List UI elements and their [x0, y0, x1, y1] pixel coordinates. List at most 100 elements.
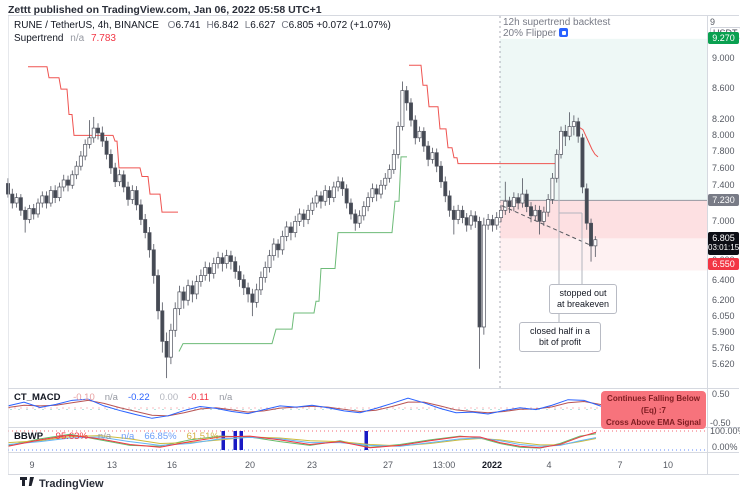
pane-divider-timeaxis — [8, 452, 739, 453]
time-tick: 7 — [617, 460, 623, 470]
lock-icon — [559, 28, 569, 37]
up-candle — [541, 211, 546, 222]
up-candle — [533, 209, 538, 217]
macd-axis-top: 0.50 — [712, 389, 730, 399]
up-candle — [469, 215, 473, 226]
up-candle — [511, 197, 516, 208]
symbol-title: RUNE / TetherUS, 4h, BINANCE — [14, 20, 159, 31]
up-candle — [87, 137, 92, 145]
down-candle — [340, 181, 345, 190]
up-candle — [297, 213, 302, 222]
up-candle — [520, 193, 525, 204]
up-candle — [499, 209, 503, 219]
up-candle — [593, 239, 598, 247]
down-candle — [451, 209, 456, 220]
time-tick: 13 — [106, 460, 118, 470]
indicator-value: -0.22 — [127, 392, 150, 403]
price-axis-top-tick: 9 — [710, 17, 716, 27]
up-candle — [417, 130, 422, 139]
price-tick: 7.000 — [712, 216, 735, 227]
up-candle — [91, 127, 96, 139]
macd-title: CT_MACD — [14, 392, 61, 403]
up-candle — [430, 152, 435, 160]
down-candle — [477, 221, 482, 328]
down-candle — [66, 179, 70, 186]
down-candle — [344, 188, 349, 204]
down-candle — [327, 190, 332, 198]
indicator-value: n/a — [97, 431, 112, 442]
supertrend-value: 7.783 — [90, 33, 116, 44]
down-candle — [23, 209, 28, 220]
price-tick: 5.900 — [712, 327, 735, 338]
up-candle — [336, 181, 341, 188]
price-tick: 6.200 — [712, 295, 735, 306]
indicator-value: 95.63% — [55, 431, 88, 442]
down-candle — [151, 249, 156, 276]
up-candle — [280, 236, 285, 251]
up-candle — [211, 263, 216, 274]
up-candle — [559, 130, 563, 155]
up-candle — [310, 202, 315, 211]
down-candle — [104, 140, 109, 155]
tooltip-arrow-icon — [601, 404, 602, 414]
down-candle — [464, 217, 469, 226]
bbwp-extreme-bar — [233, 431, 237, 450]
down-candle — [413, 119, 418, 139]
up-candle — [567, 126, 572, 137]
macd-values: -0.10 n/a -0.22 0.00 -0.11 n/a — [68, 392, 237, 403]
down-candle — [100, 132, 105, 142]
down-candle — [233, 261, 238, 272]
price-tick: 7.400 — [712, 180, 735, 191]
callout-closed-half: closed half in a bit of profit — [519, 322, 601, 352]
change-value: +0.072 (+1.07%) — [316, 20, 391, 31]
down-candle — [447, 195, 452, 211]
bbwp-values: 95.63% n/a n/a 66.85% 61.51% — [51, 431, 224, 442]
bbwp-extreme-bar — [364, 431, 368, 450]
up-candle — [391, 154, 396, 170]
up-candle — [14, 197, 19, 204]
down-candle — [237, 271, 242, 280]
macd-signal-tooltip: Continues Falling Below (Eq) :7 Cross Ab… — [601, 391, 706, 429]
up-candle — [27, 208, 32, 220]
up-candle — [177, 291, 182, 310]
down-candle — [138, 204, 143, 220]
time-tick: 27 — [382, 460, 394, 470]
up-candle — [284, 226, 289, 237]
up-candle — [117, 174, 122, 183]
time-tick: 2022 — [481, 460, 503, 470]
down-candle — [516, 197, 521, 204]
price-tick: 6.050 — [712, 311, 735, 322]
down-candle — [164, 341, 169, 358]
up-candle — [173, 308, 178, 331]
down-candle — [507, 200, 512, 208]
up-candle — [216, 257, 221, 264]
price-tick: 5.620 — [712, 359, 735, 370]
up-candle — [366, 197, 371, 208]
up-candle — [554, 154, 559, 179]
macd-legend: CT_MACD -0.10 n/a -0.22 0.00 -0.11 n/a — [14, 392, 242, 403]
time-axis[interactable]: 9 13 16 20 23 27 13:00 2022 4 7 10 — [0, 453, 740, 475]
up-candle — [370, 188, 375, 198]
tradingview-logo-link[interactable]: TradingView — [20, 477, 104, 490]
down-candle — [31, 208, 36, 215]
down-candle — [250, 293, 255, 303]
up-candle — [550, 177, 555, 200]
up-candle — [271, 243, 276, 257]
down-candle — [147, 232, 152, 251]
price-tick: 7.800 — [712, 146, 735, 156]
stop-price-label: 6.550 — [708, 258, 739, 270]
ohlc-item: O6.741 — [167, 20, 201, 31]
bbwp-extreme-bar — [221, 431, 225, 450]
up-candle — [57, 186, 62, 198]
up-candle — [194, 281, 199, 295]
down-candle — [190, 285, 195, 295]
down-candle — [143, 219, 148, 233]
up-candle — [258, 277, 263, 291]
up-candle — [78, 155, 83, 167]
down-candle — [434, 152, 439, 167]
up-candle — [361, 206, 366, 217]
down-candle — [108, 154, 113, 169]
down-candle — [589, 222, 593, 247]
up-candle — [306, 209, 311, 220]
